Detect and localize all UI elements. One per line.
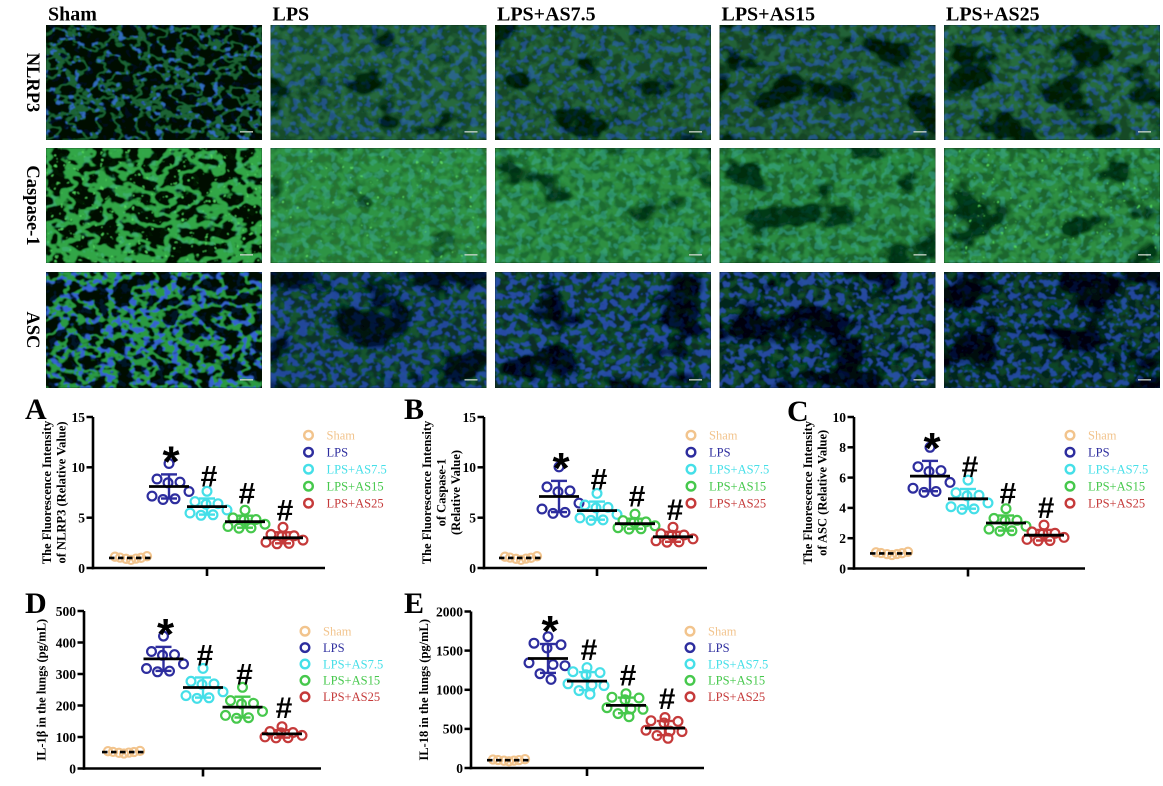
svg-text:#: # [667, 494, 684, 527]
svg-text:500: 500 [443, 722, 464, 737]
svg-text:#: # [581, 634, 598, 667]
svg-text:Sham: Sham [709, 429, 738, 443]
svg-text:#: # [962, 451, 979, 484]
svg-text:*: * [552, 444, 570, 493]
svg-text:5: 5 [78, 511, 85, 526]
svg-text:LPS+AS7.5: LPS+AS7.5 [708, 657, 768, 671]
svg-text:LPS: LPS [273, 4, 310, 26]
svg-text:LPS+AS15: LPS+AS15 [722, 4, 816, 26]
svg-text:15: 15 [463, 410, 477, 425]
svg-text:*: * [541, 607, 559, 656]
svg-text:IL-1β in the lungs (pg/mL): IL-1β in the lungs (pg/mL) [35, 619, 49, 761]
svg-text:LPS+AS7.5: LPS+AS7.5 [497, 4, 596, 26]
svg-text:15: 15 [72, 410, 86, 425]
svg-text:#: # [591, 464, 608, 497]
svg-text:#: # [239, 478, 256, 511]
svg-text:A: A [25, 393, 47, 426]
svg-text:LPS: LPS [327, 446, 349, 460]
svg-text:#: # [1038, 492, 1055, 525]
svg-text:0: 0 [69, 761, 76, 776]
svg-text:Sham: Sham [1088, 429, 1117, 443]
svg-text:6: 6 [839, 470, 846, 485]
svg-text:LPS: LPS [323, 641, 345, 655]
svg-text:LPS+AS25: LPS+AS25 [1088, 497, 1145, 511]
svg-text:300: 300 [56, 667, 77, 682]
svg-text:of ASC (Relative Value): of ASC (Relative Value) [816, 430, 830, 556]
svg-text:2: 2 [839, 531, 846, 546]
svg-text:500: 500 [56, 604, 77, 619]
svg-text:*: * [157, 610, 175, 659]
svg-text:(Relative Value): (Relative Value) [449, 450, 463, 535]
svg-text:of NLRP3 (Relative Value): of NLRP3 (Relative Value) [55, 422, 69, 564]
svg-text:10: 10 [463, 460, 477, 475]
svg-text:*: * [923, 424, 941, 473]
svg-text:LPS+AS15: LPS+AS15 [1088, 480, 1145, 494]
svg-text:#: # [236, 659, 253, 692]
svg-text:LPS+AS7.5: LPS+AS7.5 [1088, 463, 1148, 477]
svg-text:10: 10 [72, 460, 86, 475]
svg-text:#: # [276, 692, 293, 725]
svg-text:Sham: Sham [48, 4, 97, 26]
svg-text:LPS+AS25: LPS+AS25 [323, 690, 380, 704]
svg-text:LPS: LPS [708, 641, 730, 655]
svg-text:LPS+AS15: LPS+AS15 [323, 674, 380, 688]
svg-text:LPS+AS15: LPS+AS15 [709, 480, 766, 494]
svg-text:LPS: LPS [1088, 446, 1110, 460]
svg-text:LPS+AS7.5: LPS+AS7.5 [327, 463, 387, 477]
svg-text:2000: 2000 [436, 604, 463, 619]
svg-text:#: # [277, 494, 294, 527]
svg-text:LPS+AS15: LPS+AS15 [708, 674, 765, 688]
svg-text:1000: 1000 [436, 683, 463, 698]
svg-text:8: 8 [839, 440, 846, 455]
svg-text:#: # [620, 660, 637, 693]
svg-text:The Fluorescence Intensity: The Fluorescence Intensity [420, 420, 434, 564]
svg-text:LPS+AS15: LPS+AS15 [327, 480, 384, 494]
svg-text:#: # [659, 683, 676, 716]
svg-text:E: E [404, 587, 424, 620]
svg-text:The Fluorescence Intensity: The Fluorescence Intensity [40, 420, 54, 564]
svg-text:0: 0 [78, 561, 85, 576]
svg-text:#: # [1000, 478, 1017, 511]
svg-text:LPS+AS25: LPS+AS25 [327, 497, 384, 511]
svg-text:#: # [629, 481, 646, 514]
svg-text:LPS+AS7.5: LPS+AS7.5 [323, 657, 383, 671]
svg-text:LPS: LPS [709, 446, 731, 460]
svg-text:*: * [162, 437, 180, 486]
svg-text:IL-18 in the lungs (pg/mL): IL-18 in the lungs (pg/mL) [417, 619, 431, 761]
svg-text:0: 0 [839, 561, 846, 576]
svg-text:NLRP3: NLRP3 [22, 53, 42, 113]
svg-text:LPS+AS25: LPS+AS25 [709, 497, 766, 511]
svg-text:Sham: Sham [708, 625, 737, 639]
svg-text:#: # [197, 640, 214, 673]
svg-text:of Caspase-1: of Caspase-1 [435, 459, 449, 527]
svg-text:LPS+AS25: LPS+AS25 [708, 690, 765, 704]
svg-text:D: D [25, 587, 47, 620]
svg-text:ASC: ASC [22, 311, 42, 348]
svg-text:Caspase-1: Caspase-1 [22, 165, 42, 245]
svg-text:5: 5 [469, 511, 476, 526]
svg-text:10: 10 [833, 410, 847, 425]
svg-text:#: # [201, 461, 218, 494]
svg-text:LPS+AS25: LPS+AS25 [946, 4, 1040, 26]
svg-text:B: B [404, 393, 424, 426]
svg-text:0: 0 [469, 561, 476, 576]
svg-text:LPS+AS7.5: LPS+AS7.5 [709, 463, 769, 477]
svg-text:100: 100 [56, 730, 77, 745]
svg-text:0: 0 [456, 761, 463, 776]
svg-text:Sham: Sham [323, 625, 352, 639]
svg-text:C: C [787, 395, 809, 428]
svg-text:400: 400 [56, 635, 77, 650]
svg-text:Sham: Sham [327, 429, 356, 443]
svg-text:200: 200 [56, 698, 77, 713]
svg-text:4: 4 [839, 501, 846, 516]
svg-text:1500: 1500 [436, 643, 463, 658]
svg-text:The Fluorescence Intensity: The Fluorescence Intensity [801, 420, 815, 564]
